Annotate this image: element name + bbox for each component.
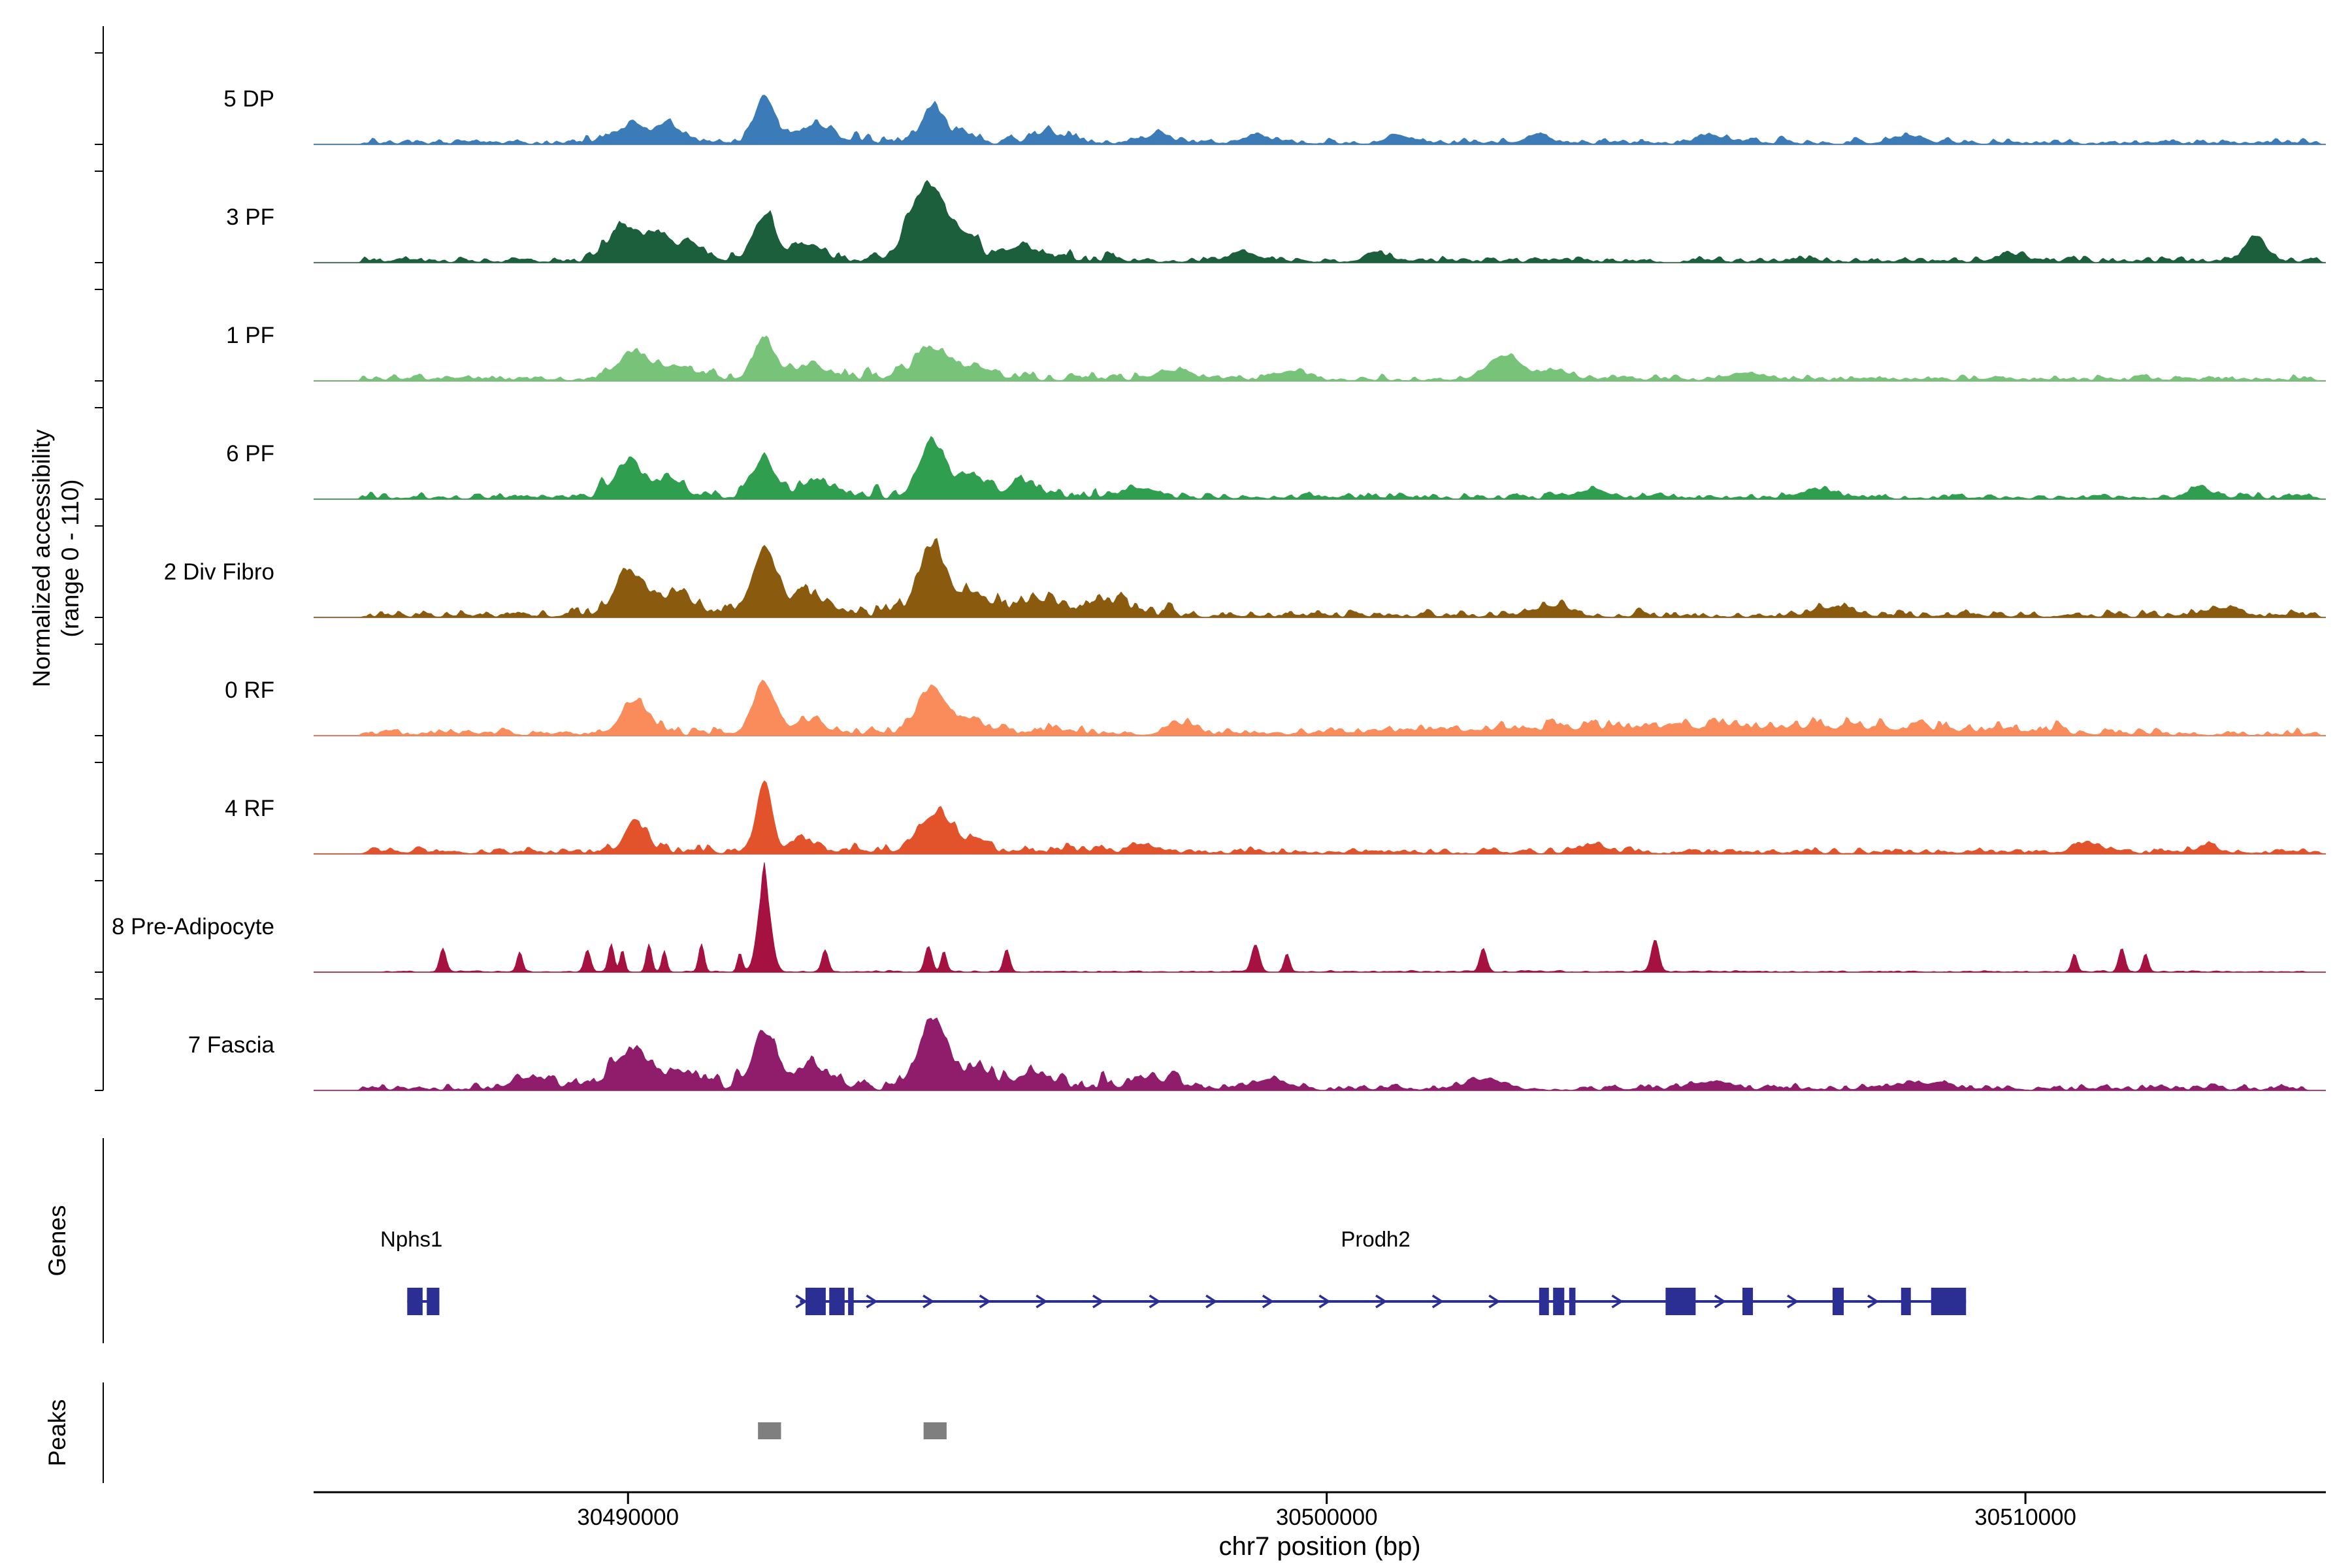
track-signal-5-dp <box>314 95 2326 145</box>
track-2-div-fibro: 2 Div Fibro <box>95 525 2326 619</box>
gene-exon <box>1539 1288 1549 1315</box>
strand-arrow-icon <box>1262 1294 1275 1309</box>
track-signal-6-pf <box>314 436 2326 500</box>
x-axis-tick-label: 30500000 <box>1276 1505 1378 1530</box>
track-signal-0-rf <box>314 679 2326 736</box>
track-label-6-pf: 6 PF <box>226 441 274 466</box>
gene-exon <box>1553 1288 1565 1315</box>
track-0-rf: 0 RF <box>95 644 2326 737</box>
track-signal-8-pre-adipocyte <box>314 862 2326 973</box>
gene-exon <box>1931 1288 1967 1315</box>
x-axis-tick-label: 30510000 <box>1974 1505 2076 1530</box>
gene-exon <box>1665 1288 1696 1315</box>
genes-section-label: Genes <box>44 1205 71 1276</box>
x-axis-tick-label: 30490000 <box>577 1505 679 1530</box>
x-axis: 30490000 30500000 30510000 chr7 position (b… <box>314 1491 2326 1561</box>
gene-exon <box>427 1288 440 1315</box>
gene-exon <box>1901 1288 1911 1315</box>
strand-arrow-icon <box>979 1294 991 1309</box>
peak-region <box>923 1422 947 1439</box>
strand-arrow-icon <box>1092 1294 1105 1309</box>
gene-exon <box>407 1288 423 1315</box>
strand-arrow-icon <box>1611 1294 1624 1309</box>
strand-arrow-icon <box>1714 1294 1726 1309</box>
genes-section: Genes Nphs1 Prodh2 <box>44 1138 1967 1343</box>
track-label-7-fascia: 7 Fascia <box>188 1032 275 1058</box>
y-axis-title-line1: Normalized accessibility <box>28 429 55 687</box>
strand-arrow-icon <box>1786 1294 1799 1309</box>
strand-arrow-icon <box>1488 1294 1501 1309</box>
track-label-1-pf: 1 PF <box>226 323 274 348</box>
strand-arrow-icon <box>1867 1294 1880 1309</box>
strand-arrow-icon <box>1318 1294 1331 1309</box>
track-label-5-dp: 5 DP <box>223 86 274 112</box>
peak-region <box>758 1422 781 1439</box>
track-4-rf: 4 RF <box>95 762 2326 855</box>
strand-arrow-icon <box>1149 1294 1161 1309</box>
peaks-section-label: Peaks <box>44 1399 71 1467</box>
track-signal-1-pf <box>314 335 2326 382</box>
gene-exon <box>829 1288 845 1315</box>
track-1-pf: 1 PF <box>95 289 2326 382</box>
track-6-pf: 6 PF <box>95 407 2326 500</box>
track-8-pre-adipocyte: 8 Pre-Adipocyte <box>95 862 2326 973</box>
track-label-0-rf: 0 RF <box>225 678 274 703</box>
track-signal-7-fascia <box>314 1017 2326 1091</box>
gene-name-label: Nphs1 <box>380 1227 442 1251</box>
peaks-section: Peaks <box>44 1382 947 1483</box>
strand-arrow-icon <box>923 1294 935 1309</box>
track-label-2-div-fibro: 2 Div Fibro <box>164 559 274 585</box>
strand-arrow-icon <box>1375 1294 1388 1309</box>
track-5-dp: 5 DP <box>95 52 2326 146</box>
track-signal-2-div-fibro <box>314 538 2326 618</box>
gene-exon <box>805 1288 826 1315</box>
strand-arrow-icon <box>1431 1294 1444 1309</box>
track-7-fascia: 7 Fascia <box>95 998 2326 1092</box>
y-axis-title-line2: (range 0 - 110) <box>57 480 84 638</box>
strand-arrow-icon <box>795 1294 808 1309</box>
gene-prodh2: Prodh2 <box>795 1227 1967 1315</box>
track-3-pf: 3 PF <box>95 171 2326 264</box>
track-label-3-pf: 3 PF <box>226 204 274 230</box>
strand-arrow-icon <box>1036 1294 1048 1309</box>
strand-arrow-icon <box>866 1294 878 1309</box>
track-signal-3-pf <box>314 180 2326 263</box>
gene-exon <box>1742 1288 1754 1315</box>
gene-exon <box>1569 1288 1576 1315</box>
strand-arrow-icon <box>1205 1294 1218 1309</box>
x-axis-title: chr7 position (bp) <box>1218 1532 1420 1561</box>
gene-exon <box>848 1288 854 1315</box>
gene-nphs1: Nphs1 <box>380 1227 442 1315</box>
gene-name-label: Prodh2 <box>1341 1227 1410 1251</box>
gene-exon <box>1832 1288 1844 1315</box>
track-label-8-pre-adipocyte: 8 Pre-Adipocyte <box>112 914 274 939</box>
track-signal-4-rf <box>314 780 2326 855</box>
track-label-4-rf: 4 RF <box>225 796 274 821</box>
